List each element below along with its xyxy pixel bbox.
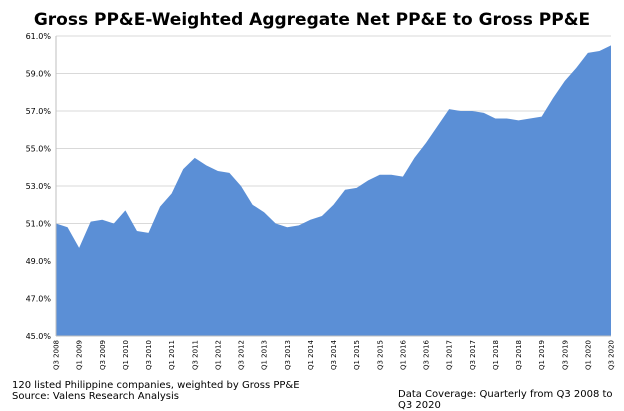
x-tick-label: Q3 2010 — [145, 340, 153, 370]
area-series-fill — [56, 45, 611, 336]
x-tick-label: Q1 2017 — [446, 340, 454, 370]
y-tick-label: 51.0% — [26, 220, 52, 229]
x-tick-label: Q3 2015 — [376, 340, 384, 370]
x-tick-label: Q3 2017 — [469, 340, 477, 370]
x-tick-label: Q1 2018 — [492, 340, 500, 370]
chart-title: Gross PP&E-Weighted Aggregate Net PP&E t… — [33, 10, 591, 30]
y-tick-label: 53.0% — [26, 182, 52, 191]
y-tick-label: 57.0% — [26, 107, 52, 116]
x-tick-label: Q3 2014 — [330, 339, 338, 370]
y-tick-label: 59.0% — [26, 70, 52, 79]
x-tick-label: Q3 2008 — [53, 340, 61, 370]
y-tick-label: 49.0% — [26, 257, 52, 266]
x-tick-label: Q1 2011 — [168, 340, 176, 370]
y-tick-label: 47.0% — [26, 295, 52, 304]
x-tick-label: Q3 2012 — [238, 340, 246, 370]
x-tick-label: Q1 2014 — [307, 339, 315, 370]
area-series — [56, 45, 611, 336]
x-tick-label: Q3 2018 — [515, 340, 523, 370]
x-tick-label: Q1 2019 — [538, 340, 546, 370]
x-tick-label: Q3 2009 — [99, 340, 107, 370]
x-tick-label: Q3 2011 — [191, 340, 199, 370]
footnote-coverage: Data Coverage: Quarterly from Q3 2008 to… — [398, 389, 613, 411]
x-tick-labels: Q3 2008 Q1 2009 Q3 2009 Q1 2010 Q3 2010 Q1 20… — [53, 339, 616, 370]
y-tick-label: 55.0% — [26, 145, 52, 154]
y-tick-label: 61.0% — [26, 32, 52, 41]
x-tick-label: Q3 2020 — [608, 340, 616, 370]
x-tick-label: Q1 2016 — [399, 339, 407, 370]
y-tick-labels: 45.0% 47.0% 49.0% 51.0% 53.0% 55.0% 57.0% 59.0%… — [26, 32, 52, 341]
x-tick-label: Q3 2013 — [284, 340, 292, 370]
x-tick-label: Q1 2009 — [76, 340, 84, 370]
axes — [55, 36, 611, 337]
y-tick-label: 45.0% — [26, 332, 52, 341]
x-tick-label: Q1 2020 — [584, 340, 592, 370]
x-tick-label: Q1 2015 — [353, 340, 361, 370]
x-tick-label: Q3 2019 — [561, 340, 569, 370]
footnote-source: Source: Valens Research Analysis — [12, 391, 179, 402]
x-tick-label: Q1 2010 — [122, 340, 130, 370]
x-tick-label: Q1 2012 — [214, 340, 222, 370]
x-tick-label: Q3 2016 — [423, 339, 431, 370]
x-tick-label: Q1 2013 — [261, 340, 269, 370]
footnote-companies: 120 listed Philippine companies, weighte… — [12, 380, 300, 391]
